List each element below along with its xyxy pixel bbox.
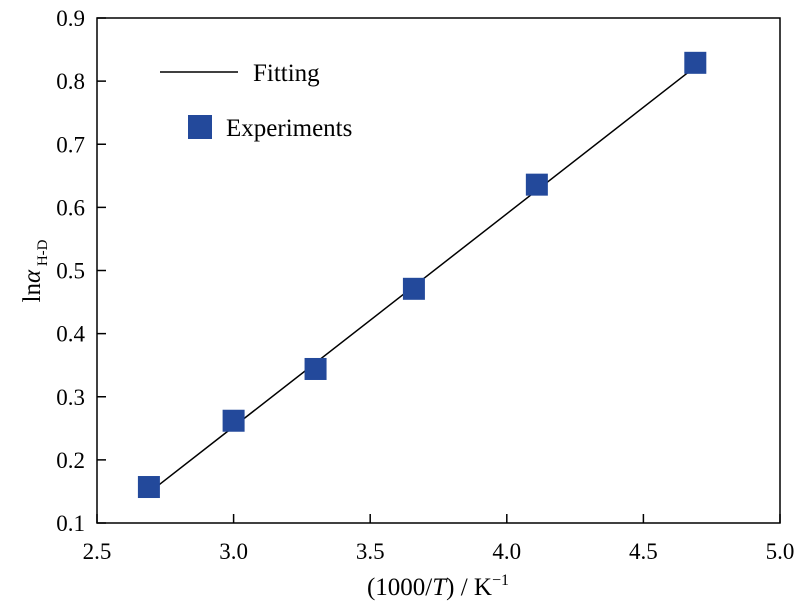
legend-label-fitting: Fitting: [253, 60, 320, 87]
x-tick-label: 4.0: [492, 539, 521, 564]
y-tick-label: 0.5: [56, 259, 85, 284]
y-tick-label: 0.7: [56, 132, 85, 157]
x-tick-label: 3.5: [356, 539, 385, 564]
y-tick-label: 0.4: [56, 322, 85, 347]
x-tick-label: 2.5: [83, 539, 112, 564]
experiment-point: [402, 277, 425, 300]
series-layer: [137, 51, 707, 499]
x-axis-title: (1000/T) / K−1: [367, 572, 509, 601]
y-axis-title: lnα H-D: [19, 239, 51, 302]
y-tick-label: 0.1: [56, 511, 85, 536]
y-tick-label: 0.6: [56, 195, 85, 220]
plot-frame: [96, 17, 781, 524]
experiment-point: [684, 51, 707, 74]
experiment-point: [137, 476, 160, 499]
y-tick-label: 0.2: [56, 448, 85, 473]
legend: Fitting Experiments: [160, 60, 352, 142]
y-tick-label: 0.3: [56, 385, 85, 410]
legend-square-swatch: [188, 115, 212, 139]
legend-label-experiments: Experiments: [226, 115, 352, 142]
experiment-point: [222, 409, 245, 432]
x-tick-label: 5.0: [766, 539, 795, 564]
x-tick-label: 3.0: [219, 539, 248, 564]
y-tick-label: 0.9: [56, 6, 85, 31]
x-tick-label: 4.5: [629, 539, 658, 564]
experiment-point: [525, 173, 548, 196]
experiment-point: [304, 357, 327, 380]
axis-ticks: 2.5 3.0 3.5 4.0 4.5 5.0 0.1 0.2 0.3 0.4 0.5 0.6 0.7 0…: [56, 6, 794, 564]
y-tick-label: 0.8: [56, 69, 85, 94]
